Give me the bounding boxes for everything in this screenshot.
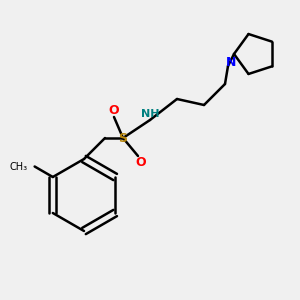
Text: NH: NH	[141, 109, 159, 119]
Text: CH₃: CH₃	[9, 161, 27, 172]
Text: N: N	[226, 56, 236, 70]
Text: O: O	[136, 155, 146, 169]
Text: S: S	[118, 131, 127, 145]
Text: O: O	[109, 104, 119, 118]
